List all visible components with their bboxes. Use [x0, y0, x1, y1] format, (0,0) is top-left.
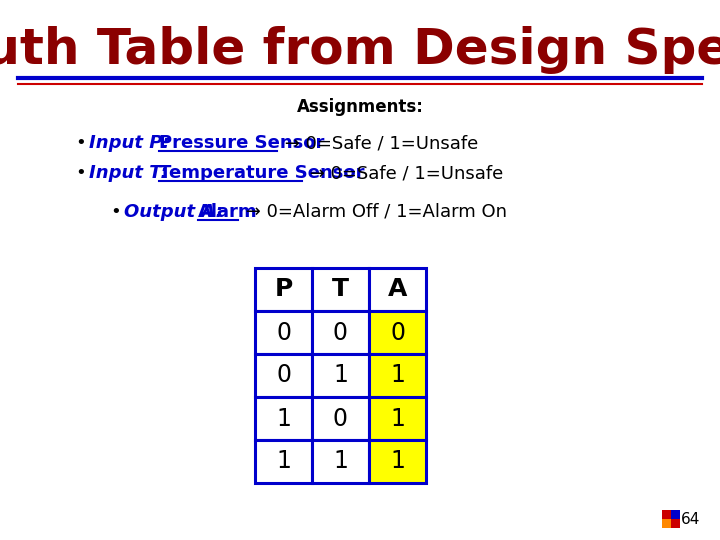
Bar — [255, 268, 312, 311]
Text: Temperature Sensor: Temperature Sensor — [159, 164, 364, 182]
Bar — [312, 354, 369, 397]
Text: 0: 0 — [333, 407, 348, 430]
Bar — [255, 440, 312, 483]
Text: 0: 0 — [276, 321, 291, 345]
Text: 0: 0 — [333, 321, 348, 345]
Text: 1: 1 — [333, 363, 348, 388]
Bar — [255, 311, 312, 354]
Text: •: • — [75, 134, 86, 152]
Bar — [312, 311, 369, 354]
Text: T: T — [332, 278, 349, 301]
Text: Assignments:: Assignments: — [297, 98, 423, 116]
Text: •: • — [75, 164, 86, 182]
Text: 1: 1 — [390, 407, 405, 430]
Bar — [312, 440, 369, 483]
Bar — [255, 354, 312, 397]
Bar — [369, 397, 426, 440]
Text: 1: 1 — [333, 449, 348, 474]
Text: 64: 64 — [680, 512, 700, 527]
Text: 1: 1 — [390, 363, 405, 388]
Text: 1: 1 — [276, 407, 291, 430]
Text: •: • — [110, 203, 121, 221]
Text: 0: 0 — [276, 363, 291, 388]
Text: → 0=Safe / 1=Unsafe: → 0=Safe / 1=Unsafe — [304, 164, 503, 182]
Text: Output A:: Output A: — [124, 203, 223, 221]
Bar — [369, 268, 426, 311]
Text: A: A — [388, 278, 408, 301]
Text: Input P:: Input P: — [89, 134, 170, 152]
Text: → 0=Alarm Off / 1=Alarm On: → 0=Alarm Off / 1=Alarm On — [240, 203, 507, 221]
Text: → 0=Safe / 1=Unsafe: → 0=Safe / 1=Unsafe — [279, 134, 478, 152]
Bar — [369, 354, 426, 397]
Text: Pressure Sensor: Pressure Sensor — [159, 134, 325, 152]
Bar — [671, 519, 680, 528]
Bar — [312, 397, 369, 440]
Text: Alarm: Alarm — [198, 203, 258, 221]
Bar — [662, 519, 671, 528]
Bar — [255, 397, 312, 440]
Text: 1: 1 — [276, 449, 291, 474]
Text: P: P — [274, 278, 292, 301]
Text: Truth Table from Design Specs: Truth Table from Design Specs — [0, 26, 720, 74]
Bar — [369, 311, 426, 354]
Text: Input T:: Input T: — [89, 164, 168, 182]
Text: 1: 1 — [390, 449, 405, 474]
Bar — [312, 268, 369, 311]
Bar — [369, 440, 426, 483]
Text: 0: 0 — [390, 321, 405, 345]
Bar — [662, 510, 671, 519]
Bar — [671, 510, 680, 519]
